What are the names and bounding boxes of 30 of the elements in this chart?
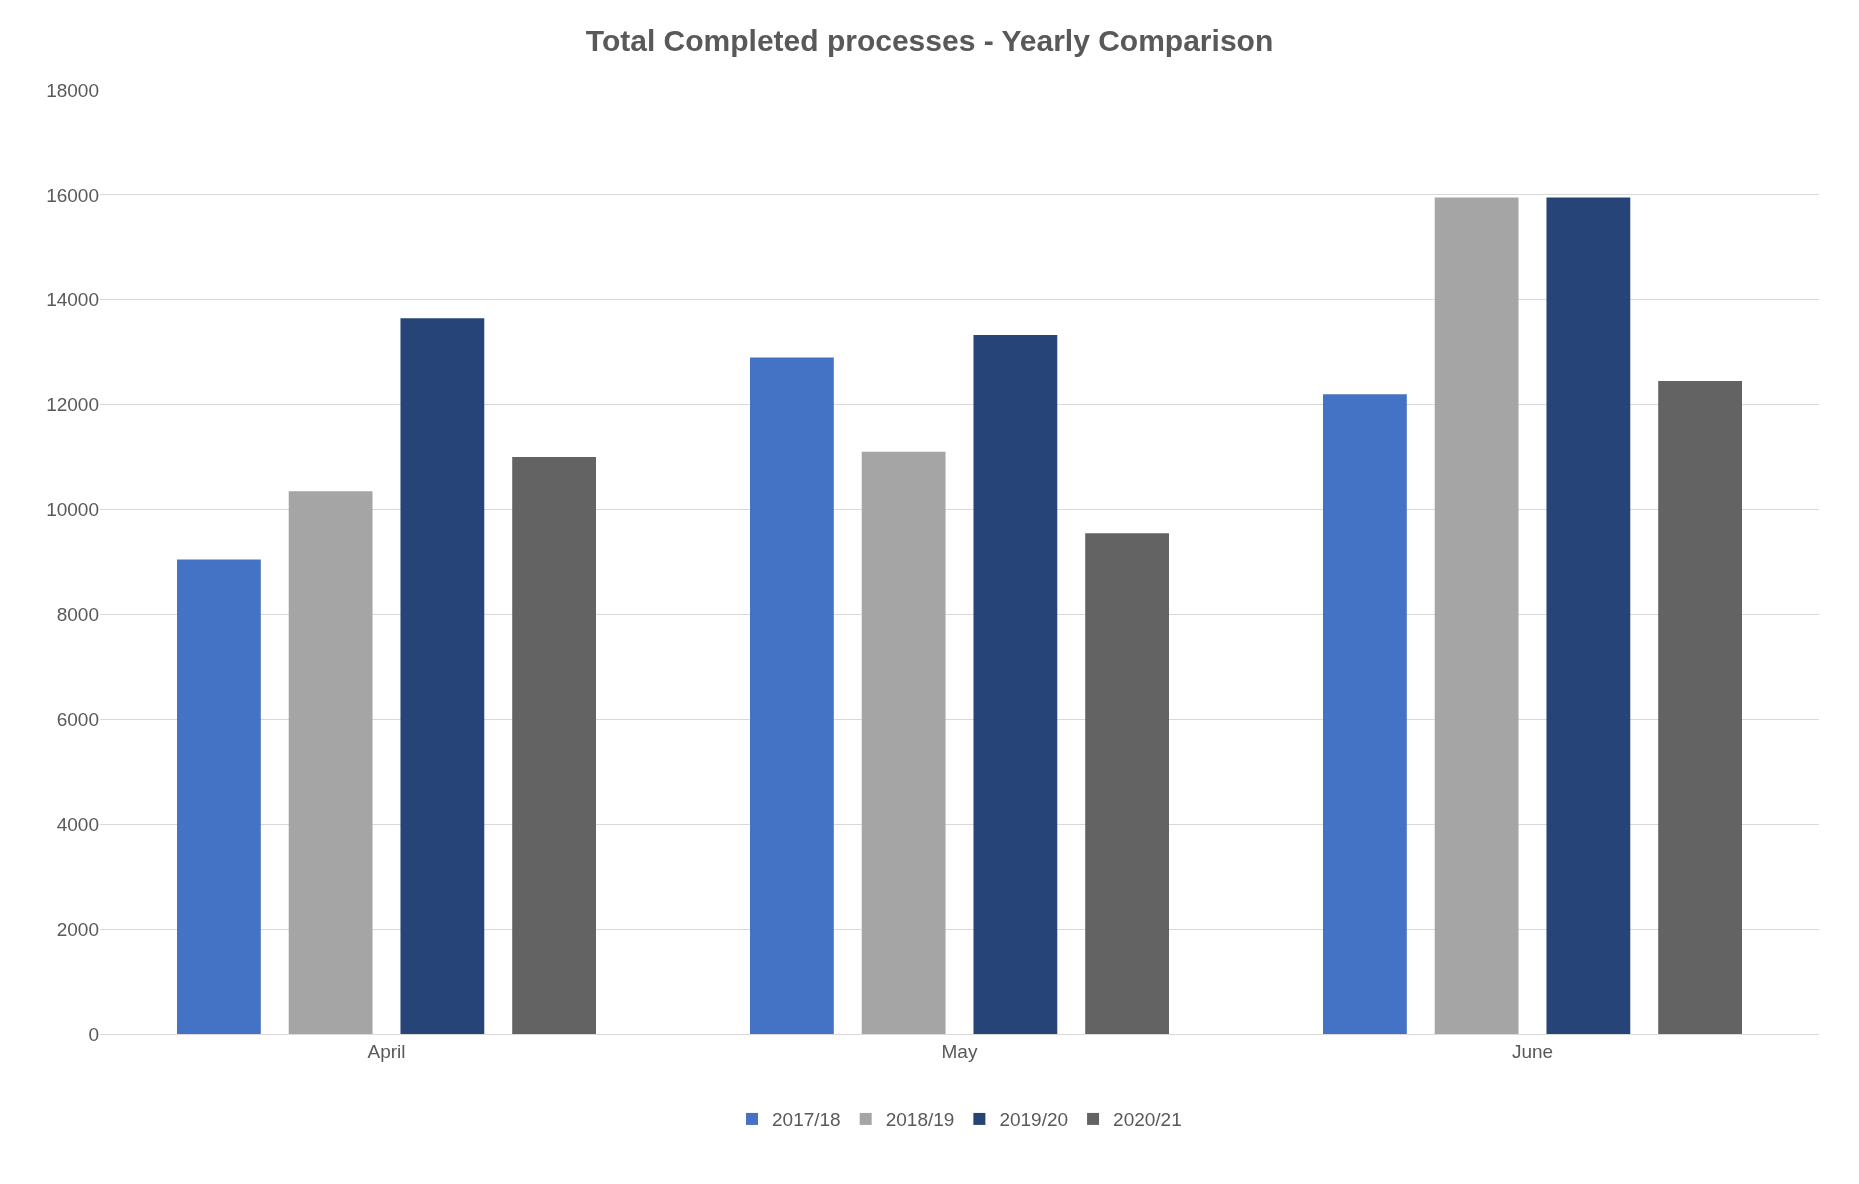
bar [400,318,485,1034]
x-tick-label: May [941,1040,978,1062]
y-tick-label: 16000 [46,184,99,206]
y-tick-label: 8000 [56,604,99,626]
x-tick-label: April [367,1040,406,1062]
legend-label: 2017/18 [772,1109,841,1131]
y-tick-label: 0 [88,1023,99,1045]
y-tick-label: 12000 [46,394,99,416]
y-tick-label: 10000 [46,499,99,521]
bar [1546,197,1631,1034]
y-tick-label: 2000 [56,918,99,940]
legend-label: 2018/19 [885,1109,955,1131]
y-tick-label: 18000 [46,79,99,101]
bar [288,491,373,1034]
legend-label: 2020/21 [1113,1109,1182,1131]
legend-label: 2019/20 [999,1109,1069,1131]
y-tick-label: 4000 [56,813,99,835]
x-tick-label: June [1511,1040,1554,1062]
bar [861,451,946,1034]
y-tick-label: 6000 [56,708,99,730]
bar [177,559,261,1034]
bar [1434,197,1519,1034]
chart-title: Total Completed processes - Yearly Comparison [585,23,1274,57]
bar [973,334,1058,1034]
bar [1085,533,1169,1034]
bar [512,457,596,1034]
bar [1323,394,1407,1034]
y-tick-label: 14000 [46,289,99,311]
bar [750,357,834,1034]
bar [1658,381,1742,1034]
